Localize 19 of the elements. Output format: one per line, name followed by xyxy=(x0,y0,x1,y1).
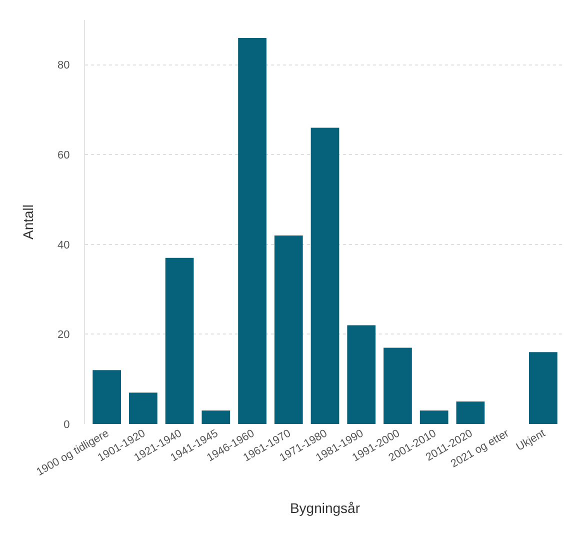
x-axis-title: Bygningsår xyxy=(290,500,360,516)
bar xyxy=(238,38,266,424)
bar xyxy=(456,402,485,424)
bar xyxy=(420,410,448,424)
bar xyxy=(274,235,303,424)
bar xyxy=(347,325,376,424)
bar xyxy=(129,392,158,424)
y-tick-label: 60 xyxy=(58,150,70,162)
bar xyxy=(529,352,558,424)
bar xyxy=(202,410,230,424)
y-tick-label: 40 xyxy=(58,239,70,252)
bar xyxy=(92,370,121,424)
bar xyxy=(384,348,412,424)
y-tick-label: 80 xyxy=(58,60,70,72)
y-tick-label: 20 xyxy=(58,329,70,342)
y-axis-title: Antall xyxy=(20,204,36,240)
bar xyxy=(310,128,340,424)
y-tick-label: 0 xyxy=(64,418,70,431)
bar xyxy=(165,258,194,424)
